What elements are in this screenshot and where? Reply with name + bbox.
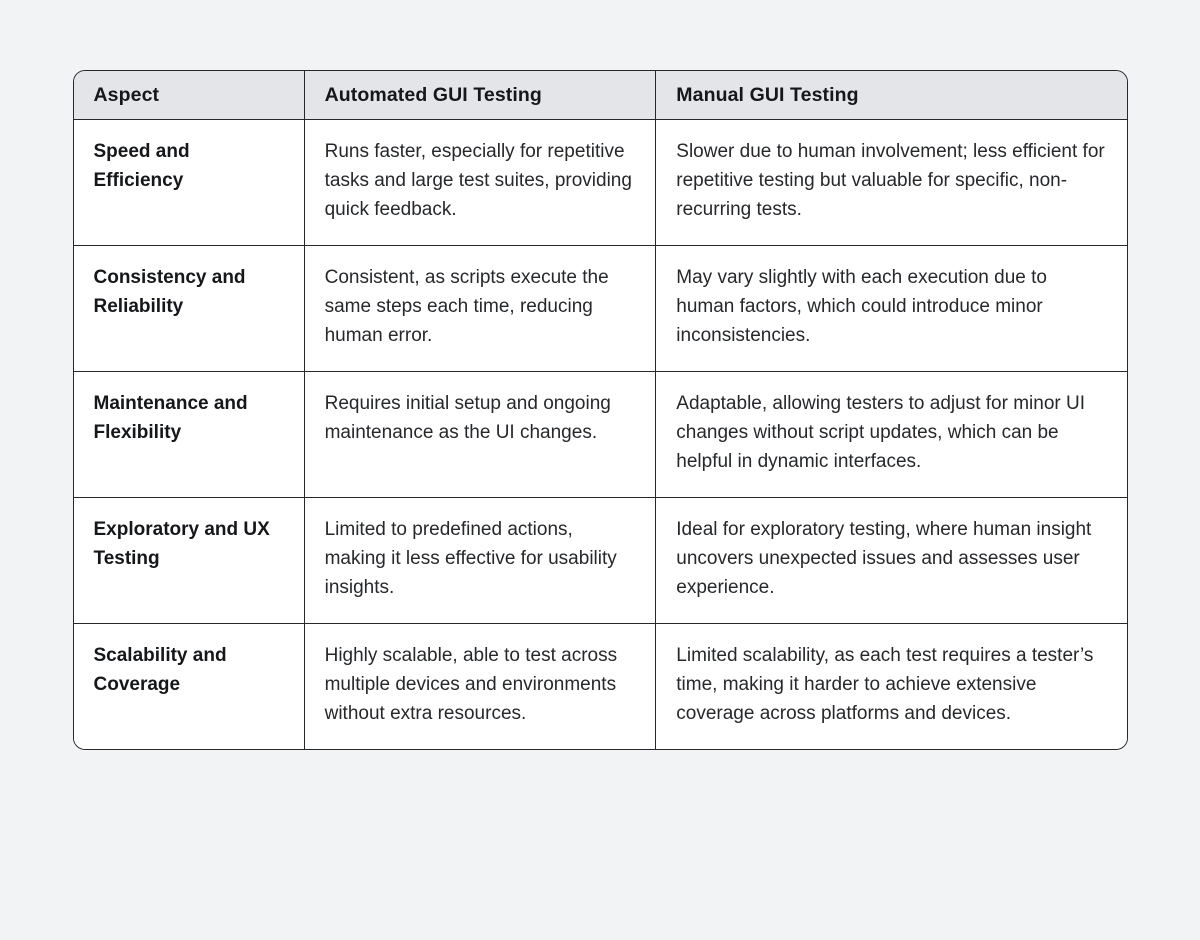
cell-automated-maintenance: Requires initial setup and ongoing maint… [304, 371, 657, 498]
cell-manual-exploratory: Ideal for exploratory testing, where hum… [655, 497, 1127, 624]
cell-manual-maintenance: Adaptable, allowing testers to adjust fo… [655, 371, 1127, 498]
table-row: Maintenance and Flexibility Requires ini… [73, 371, 1127, 498]
cell-automated-consistency: Consistent, as scripts execute the same … [304, 245, 657, 372]
cell-manual-scalability: Limited scalability, as each test requir… [655, 623, 1127, 749]
row-label-speed-efficiency: Speed and Efficiency [73, 119, 305, 246]
row-label-maintenance-flexibility: Maintenance and Flexibility [73, 371, 305, 498]
header-row: Aspect Automated GUI Testing Manual GUI … [73, 71, 1127, 120]
column-header-automated: Automated GUI Testing [304, 71, 657, 120]
row-label-scalability-coverage: Scalability and Coverage [73, 623, 305, 749]
comparison-table-container: Aspect Automated GUI Testing Manual GUI … [72, 70, 1128, 750]
column-header-aspect: Aspect [73, 71, 305, 120]
column-header-manual: Manual GUI Testing [655, 71, 1127, 120]
table-row: Scalability and Coverage Highly scalable… [73, 623, 1127, 749]
table-row: Consistency and Reliability Consistent, … [73, 245, 1127, 372]
row-label-consistency-reliability: Consistency and Reliability [73, 245, 305, 372]
table-row: Speed and Efficiency Runs faster, especi… [73, 119, 1127, 246]
table-row: Exploratory and UX Testing Limited to pr… [73, 497, 1127, 624]
cell-manual-consistency: May vary slightly with each execution du… [655, 245, 1127, 372]
cell-automated-exploratory: Limited to predefined actions, making it… [304, 497, 657, 624]
row-label-exploratory-ux: Exploratory and UX Testing [73, 497, 305, 624]
cell-automated-scalability: Highly scalable, able to test across mul… [304, 623, 657, 749]
gui-testing-comparison-table: Aspect Automated GUI Testing Manual GUI … [73, 71, 1127, 749]
cell-automated-speed: Runs faster, especially for repetitive t… [304, 119, 657, 246]
cell-manual-speed: Slower due to human involvement; less ef… [655, 119, 1127, 246]
